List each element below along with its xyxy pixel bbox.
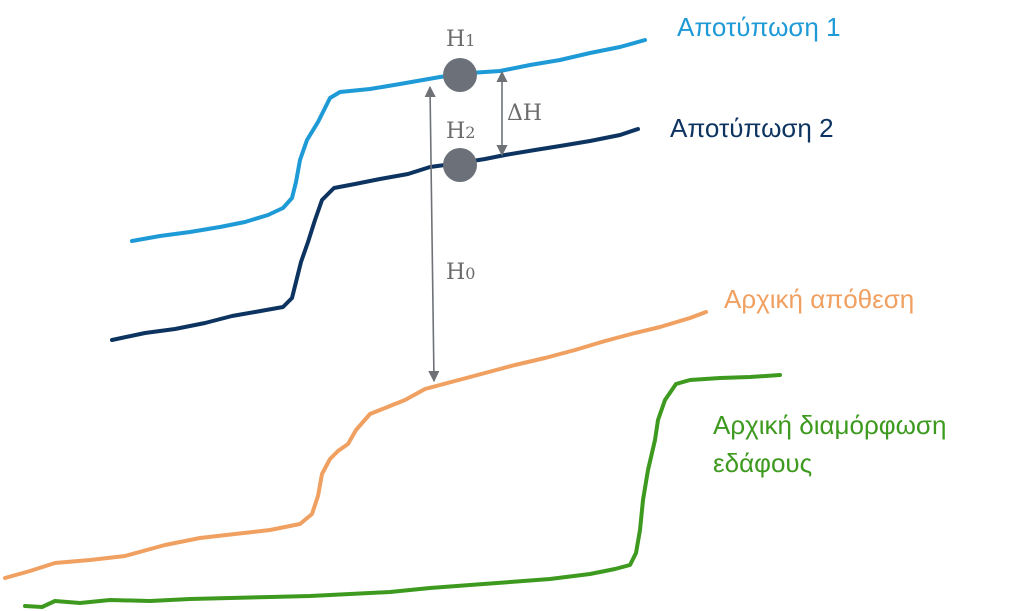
ground-label-line2: εδάφους — [713, 448, 812, 478]
h1-point — [443, 58, 477, 92]
print2-label: Αποτύπωση 2 — [670, 113, 834, 143]
ground-label-line1: Αρχική διαμόρφωση — [713, 410, 946, 440]
print1-label: Αποτύπωση 1 — [677, 12, 841, 42]
print1-line — [130, 38, 647, 243]
h0-arrow — [424, 85, 440, 383]
print2-line — [110, 127, 640, 342]
h2-point — [443, 148, 477, 182]
h1-label: H1 — [446, 27, 475, 52]
initial-deposit-line — [3, 310, 708, 580]
h2-label: H2 — [446, 119, 475, 144]
h0-label: H0 — [446, 260, 475, 285]
ground-line — [23, 373, 782, 609]
delta-h-label: ΔH — [507, 101, 542, 126]
initial-deposit-label: Αρχική απόθεση — [724, 284, 914, 314]
